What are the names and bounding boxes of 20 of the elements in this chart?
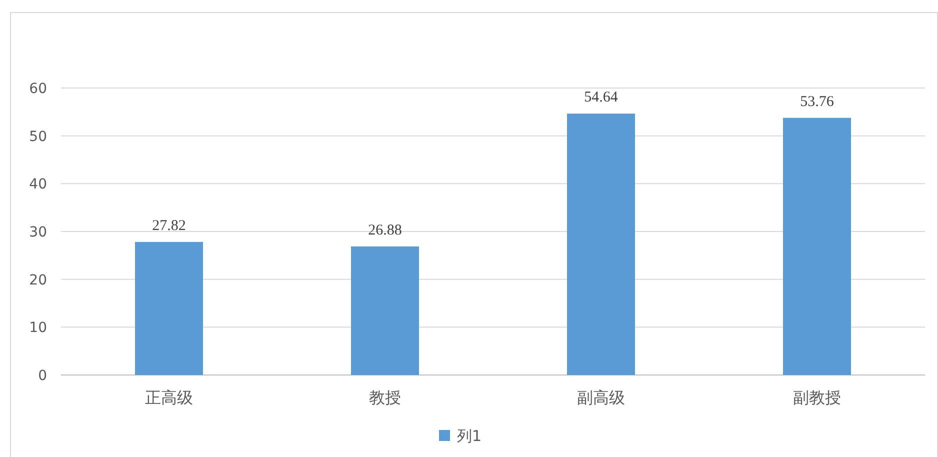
y-tick-label: 20: [29, 272, 47, 288]
data-label: 54.64: [584, 90, 618, 106]
data-label: 53.76: [800, 94, 834, 110]
y-tick-label: 0: [38, 368, 47, 384]
x-tick-label: 正高级: [145, 388, 193, 407]
y-tick-label: 30: [29, 224, 47, 240]
y-tick-label: 40: [29, 176, 47, 193]
y-tick-label: 60: [29, 81, 47, 97]
y-tick-label: 10: [29, 320, 47, 336]
data-label: 26.88: [368, 222, 402, 238]
bar: [783, 118, 851, 375]
x-tick-label: 教授: [369, 388, 401, 407]
bar: [135, 242, 203, 375]
legend-label: 列1: [457, 427, 482, 445]
bar: [351, 246, 419, 375]
bar: [567, 114, 635, 375]
x-tick-label: 副高级: [577, 388, 625, 407]
x-tick-label: 副教授: [793, 388, 841, 407]
y-tick-label: 50: [29, 128, 47, 145]
data-label: 27.82: [152, 218, 186, 234]
